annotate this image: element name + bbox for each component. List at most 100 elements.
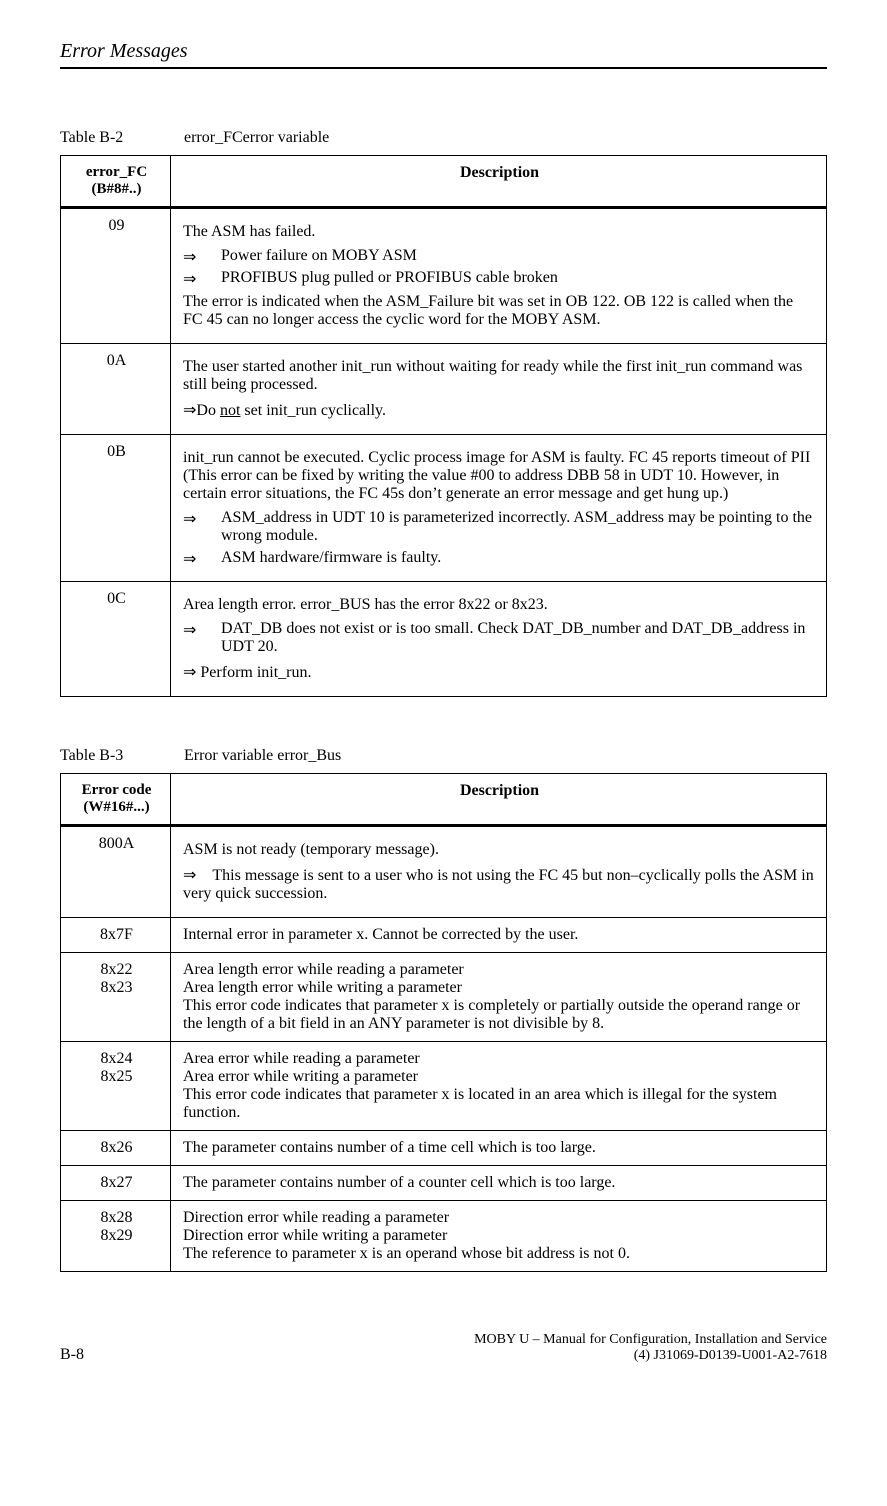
t1-r09-code: 09 — [61, 208, 171, 344]
footer-doc-id: (4) J31069-D0139-U001-A2-7618 — [474, 1348, 827, 1364]
t1-r0A-p1: The user started another init_run withou… — [183, 358, 816, 394]
t2-header-code: Error code (W#16#...) — [61, 774, 171, 826]
t1-r0A-p2: ⇒Do not set init_run cyclically. — [183, 400, 816, 420]
t2-r8x27-code: 8x27 — [61, 1166, 171, 1201]
table-row: 800A ASM is not ready (temporary message… — [61, 826, 827, 918]
arrow-icon: ⇒ — [183, 549, 196, 569]
t1-r0B-p1: init_run cannot be executed. Cyclic proc… — [183, 449, 816, 503]
t2-r8x24-desc: Area error while reading a parameter Are… — [171, 1042, 827, 1131]
t1-h0-l2: (B#8#..) — [73, 181, 160, 198]
table-row: 0A The user started another init_run wit… — [61, 344, 827, 435]
t1-h0-l1: error_FC — [73, 164, 160, 181]
t2-r8x26-code: 8x26 — [61, 1131, 171, 1166]
t1-header-code: error_FC (B#8#..) — [61, 156, 171, 208]
table-row: 8x27 The parameter contains number of a … — [61, 1166, 827, 1201]
table-b2: error_FC (B#8#..) Description 09 The ASM… — [60, 155, 827, 697]
t1-r0C-code: 0C — [61, 582, 171, 697]
header-rule — [60, 67, 827, 69]
t2-r8x28-c2: 8x29 — [73, 1227, 160, 1245]
t2-r8x22-c2: 8x23 — [73, 979, 160, 997]
t2-r8x24-c1: 8x24 — [73, 1050, 160, 1068]
t2-r800A-p1: ASM is not ready (temporary message). — [183, 841, 816, 859]
t2-r800A-code: 800A — [61, 826, 171, 918]
list-item: ⇒Power failure on MOBY ASM — [183, 247, 816, 265]
table-row: 0B init_run cannot be executed. Cyclic p… — [61, 435, 827, 582]
t1-r0A-p2b: set init_run cyclically. — [240, 402, 386, 419]
t2-r8x28-desc: Direction error while reading a paramete… — [171, 1201, 827, 1272]
t1-r09-p1: The ASM has failed. — [183, 223, 816, 241]
t2-r8x24-code: 8x24 8x25 — [61, 1042, 171, 1131]
table-row: 8x26 The parameter contains number of a … — [61, 1131, 827, 1166]
page-footer: B-8 MOBY U – Manual for Configuration, I… — [60, 1332, 827, 1364]
t2-r8x24-l2: Area error while writing a parameter — [183, 1068, 816, 1086]
table-row: 8x7F Internal error in parameter x. Cann… — [61, 918, 827, 953]
t2-r800A-b1-wrap: ⇒ This message is sent to a user who is … — [183, 865, 816, 903]
list-item: ⇒ DAT_DB does not exist or is too small. … — [183, 620, 816, 656]
table-b3-number: Table B-3 — [60, 747, 180, 765]
arrow-icon: ⇒ — [183, 269, 196, 289]
t2-r8x28-l3: The reference to parameter x is an opera… — [183, 1245, 816, 1263]
t2-r8x28-l1: Direction error while reading a paramete… — [183, 1209, 816, 1227]
t2-header-desc: Description — [171, 774, 827, 826]
table-b3: Error code (W#16#...) Description 800A A… — [60, 773, 827, 1272]
t2-r8x7F-desc: Internal error in parameter x. Cannot be… — [171, 918, 827, 953]
t1-r0B-b1: ASM_address in UDT 10 is parameterized i… — [221, 509, 812, 544]
arrow-icon: ⇒ — [183, 247, 196, 267]
t2-r8x22-c1: 8x22 — [73, 961, 160, 979]
t1-r0C-desc: Area length error. error_BUS has the err… — [171, 582, 827, 697]
t1-r0C-p2: ⇒ Perform init_run. — [183, 662, 816, 682]
table-row: 09 The ASM has failed. ⇒Power failure on… — [61, 208, 827, 344]
t2-r8x24-c2: 8x25 — [73, 1068, 160, 1086]
t1-r0B-code: 0B — [61, 435, 171, 582]
t1-r0B-desc: init_run cannot be executed. Cyclic proc… — [171, 435, 827, 582]
t1-r0A-p2a: Do — [196, 402, 220, 419]
table-b3-caption: Table B-3 Error variable error_Bus — [60, 747, 827, 765]
t2-r8x28-code: 8x28 8x29 — [61, 1201, 171, 1272]
t2-r8x24-l3: This error code indicates that parameter… — [183, 1086, 816, 1122]
t1-r09-desc: The ASM has failed. ⇒Power failure on MO… — [171, 208, 827, 344]
table-b2-caption: Table B-2 error_FCerror variable — [60, 129, 827, 147]
t2-r800A-desc: ASM is not ready (temporary message). ⇒ … — [171, 826, 827, 918]
t1-r0A-code: 0A — [61, 344, 171, 435]
t1-r0C-b1: DAT_DB does not exist or is too small. C… — [221, 620, 805, 655]
t2-r8x7F-code: 8x7F — [61, 918, 171, 953]
t2-h0-l1: Error code — [73, 782, 160, 799]
t2-r8x28-c1: 8x28 — [73, 1209, 160, 1227]
list-item: ⇒ PROFIBUS plug pulled or PROFIBUS cable … — [183, 269, 816, 287]
t2-r8x27-desc: The parameter contains number of a count… — [171, 1166, 827, 1201]
t2-r8x26-desc: The parameter contains number of a time … — [171, 1131, 827, 1166]
t2-r8x24-l1: Area error while reading a parameter — [183, 1050, 816, 1068]
t2-r8x22-l1: Area length error while reading a parame… — [183, 961, 816, 979]
table-b2-title: error_FCerror variable — [184, 129, 329, 146]
arrow-icon: ⇒ — [183, 867, 196, 884]
footer-doc-info: MOBY U – Manual for Configuration, Insta… — [474, 1332, 827, 1364]
t1-r0C-p2-text: Perform init_run. — [196, 664, 311, 681]
t1-r09-b2: PROFIBUS plug pulled or PROFIBUS cable b… — [221, 269, 558, 286]
arrow-icon: ⇒ — [183, 664, 196, 681]
t2-r8x22-l3: This error code indicates that parameter… — [183, 997, 816, 1033]
table-row: 8x24 8x25 Area error while reading a par… — [61, 1042, 827, 1131]
footer-page-number: B-8 — [60, 1346, 84, 1364]
t1-r0C-p1: Area length error. error_BUS has the err… — [183, 596, 816, 614]
t1-r09-p2: The error is indicated when the ASM_Fail… — [183, 293, 816, 329]
t2-r8x22-code: 8x22 8x23 — [61, 953, 171, 1042]
page-header-title: Error Messages — [60, 40, 827, 63]
footer-doc-title: MOBY U – Manual for Configuration, Insta… — [474, 1332, 827, 1348]
table-b3-title: Error variable error_Bus — [184, 747, 341, 764]
t1-header-desc: Description — [171, 156, 827, 208]
arrow-icon: ⇒ — [183, 402, 196, 419]
table-b2-number: Table B-2 — [60, 129, 180, 147]
t1-r0A-p2u: not — [220, 402, 240, 419]
table-row: 0C Area length error. error_BUS has the … — [61, 582, 827, 697]
t2-r8x28-l2: Direction error while writing a paramete… — [183, 1227, 816, 1245]
arrow-icon: ⇒ — [183, 620, 196, 640]
t1-r0A-desc: The user started another init_run withou… — [171, 344, 827, 435]
t2-h0-l2: (W#16#...) — [73, 799, 160, 816]
t2-r8x22-desc: Area length error while reading a parame… — [171, 953, 827, 1042]
t2-r800A-b1: This message is sent to a user who is no… — [183, 867, 814, 902]
list-item: ⇒ ASM hardware/firmware is faulty. — [183, 549, 816, 567]
t1-r0B-b2: ASM hardware/firmware is faulty. — [221, 549, 441, 566]
table-row: 8x28 8x29 Direction error while reading … — [61, 1201, 827, 1272]
arrow-icon: ⇒ — [183, 509, 196, 529]
table-row: 8x22 8x23 Area length error while readin… — [61, 953, 827, 1042]
